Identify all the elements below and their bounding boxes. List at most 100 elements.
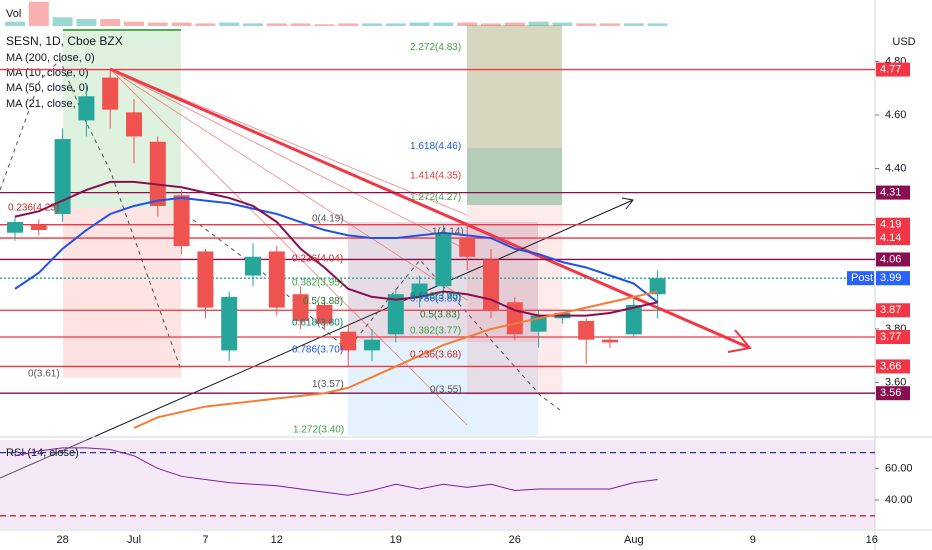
x-tick-label: 28	[56, 534, 68, 546]
price-label: 4.14	[880, 232, 901, 244]
price-label-box	[876, 252, 910, 267]
y-tick-label: 4.80	[885, 55, 906, 67]
candle-body	[268, 251, 285, 308]
candle-body	[364, 339, 380, 351]
fib-label: 0.5(3.88)	[303, 296, 343, 307]
price-label-box	[876, 62, 910, 77]
price-label: 4.06	[880, 253, 901, 265]
volume-bar	[124, 21, 144, 26]
x-tick-label: Jul	[127, 534, 141, 546]
moving-average	[133, 290, 658, 429]
fib-extension-band	[467, 148, 562, 205]
price-label-box	[876, 185, 910, 200]
fib-label: 1(4.14)	[432, 227, 464, 238]
candle-body	[411, 283, 428, 297]
long-position-loss	[63, 208, 181, 378]
volume-bar	[5, 21, 25, 26]
volume-bar	[52, 17, 73, 26]
price-label: 4.31	[880, 186, 901, 198]
price-label: 4.19	[880, 219, 901, 231]
volume-bar	[576, 23, 597, 26]
fib-label: 0(3.61)	[28, 368, 60, 379]
candle-body	[149, 141, 166, 206]
rsi-line	[14, 447, 658, 496]
fib-label: 0.236(3.68)	[410, 350, 461, 361]
x-tick-label: Aug	[624, 534, 644, 546]
fib-label: 1.272(4.27)	[410, 192, 461, 203]
volume-bar	[552, 22, 573, 26]
indicator-label: MA (10, close, 0)	[6, 67, 89, 79]
volume-bar	[504, 22, 525, 26]
fib-label: 0(4.19)	[312, 213, 344, 224]
volume-bar	[362, 23, 382, 26]
post-price: 3.99	[880, 272, 901, 284]
candle-body	[197, 251, 214, 308]
trend-arrow	[727, 329, 752, 353]
volume-bar	[76, 19, 97, 26]
volume-bar	[100, 19, 121, 26]
moving-average	[14, 196, 659, 304]
fan-lines	[109, 68, 468, 426]
volume-bar	[28, 1, 49, 26]
candle-body	[54, 139, 71, 214]
candle-body	[173, 195, 190, 247]
fib-label: 0.236(4.23)	[8, 203, 59, 214]
support-line	[0, 199, 634, 479]
fib-extension-top	[467, 25, 562, 205]
candle-body	[602, 339, 618, 343]
fib-label: 0.786(3.89)	[410, 294, 461, 305]
candle-body	[7, 222, 23, 233]
volume-bar	[600, 23, 620, 26]
volume-bar	[481, 23, 501, 26]
volume-bar	[195, 23, 216, 26]
price-label-box	[876, 303, 910, 318]
currency-label: USD	[892, 36, 915, 48]
trend-line	[109, 67, 751, 350]
candle-body	[340, 331, 357, 351]
candle-body	[78, 96, 95, 121]
price-label-box	[876, 217, 910, 232]
price-label-box	[876, 330, 910, 345]
volume-bar	[338, 23, 359, 26]
price-label: 3.87	[880, 304, 901, 316]
volume-bar	[457, 22, 478, 26]
rsi-background	[0, 440, 875, 529]
price-label: 3.77	[880, 331, 901, 343]
indicator-label: MA (200, close, 0)	[6, 52, 95, 64]
post-label-box	[847, 271, 874, 286]
rsi-tick-label: 40.00	[885, 494, 913, 506]
candle-body	[483, 259, 499, 311]
fib-label: 0.618(3.80)	[292, 318, 343, 329]
x-tick-label: 9	[750, 534, 756, 546]
y-tick-label: 4.40	[885, 162, 906, 174]
symbol-label: SESN, 1D, Cboe BZX	[6, 34, 123, 48]
fib-label: 0.382(3.95)	[292, 278, 343, 289]
candle-body	[459, 238, 476, 257]
fib-label: 0.5(3.83)	[420, 310, 460, 321]
zigzag	[0, 59, 182, 371]
candle-body	[245, 256, 261, 276]
price-label-box	[876, 359, 910, 374]
volume-bar	[314, 24, 335, 26]
x-tick-label: 7	[202, 534, 208, 546]
candle-body	[387, 294, 404, 335]
candle-body	[292, 294, 309, 321]
x-tick-label: 19	[390, 534, 402, 546]
candle-body	[435, 232, 452, 287]
volume-bar	[171, 22, 192, 26]
y-tick-label: 4.60	[885, 109, 906, 121]
indicator-label: MA (50, close, 0)	[6, 82, 89, 94]
price-label: 4.77	[880, 63, 901, 75]
candle-body	[102, 77, 119, 110]
volume-bar	[243, 23, 263, 26]
x-tick-label: 12	[271, 534, 283, 546]
volume-bar	[647, 23, 668, 26]
x-tick-label: 16	[866, 534, 878, 546]
indicator-label: MA (21, close, 0)	[6, 98, 89, 110]
candle-body	[30, 224, 47, 231]
x-tick-label: 26	[509, 534, 521, 546]
candle-body	[126, 112, 142, 137]
post-price-box	[876, 271, 910, 286]
volume-bar	[290, 23, 311, 26]
